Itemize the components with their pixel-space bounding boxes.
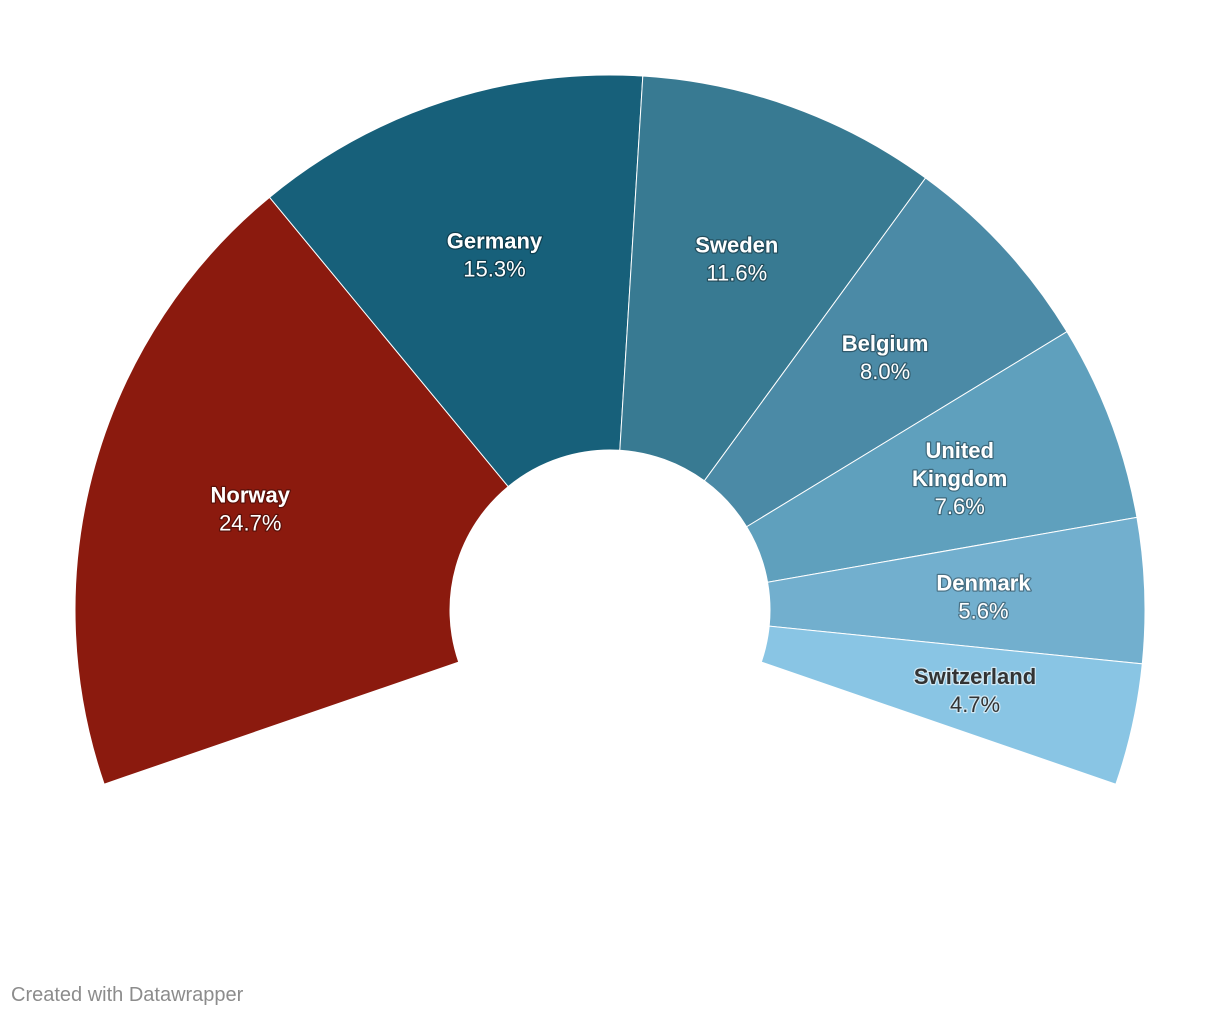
slice-label: Sweden (695, 232, 778, 257)
slice-united-kingdom[interactable] (745, 330, 1138, 583)
slice-label-group: Sweden 11.6% (694, 231, 780, 287)
slice-label: Switzerland (914, 664, 1036, 689)
slice-switzerland[interactable] (760, 625, 1143, 785)
slice-label-group: Switzerland 4.7% (913, 663, 1038, 719)
slice-germany[interactable] (268, 74, 644, 488)
slice-value: 8.0% (860, 359, 910, 384)
slice-label: Germany (447, 229, 543, 254)
slice-label-group: Belgium 8.0% (840, 330, 929, 386)
slice-label: United (925, 438, 993, 463)
slice-value: 4.7% (950, 692, 1000, 717)
slice-value: 15.3% (463, 257, 525, 282)
slice-value: 11.6% (706, 260, 767, 285)
slice-label-group: Germany 15.3% (446, 227, 545, 282)
slice-label: Belgium (842, 331, 929, 356)
slice-belgium[interactable] (703, 177, 1068, 528)
slice-value: 7.6% (935, 494, 985, 519)
slice-sweden[interactable] (619, 75, 927, 482)
slice-label: Norway (211, 483, 291, 508)
slice-value: 5.6% (958, 598, 1008, 623)
slice-label-group: Norway 24.7% (209, 481, 292, 537)
slice-label: Kingdom (912, 466, 1007, 491)
slice-label-group: Denmark 5.6% (935, 569, 1032, 625)
slice-value: 24.7% (219, 511, 281, 536)
slice-label: Denmark (936, 570, 1031, 595)
slice-norway[interactable] (74, 196, 509, 785)
datawrapper-credit[interactable]: Created with Datawrapper (11, 984, 244, 1006)
slice-label-group: United Kingdom 7.6% (911, 437, 1009, 521)
